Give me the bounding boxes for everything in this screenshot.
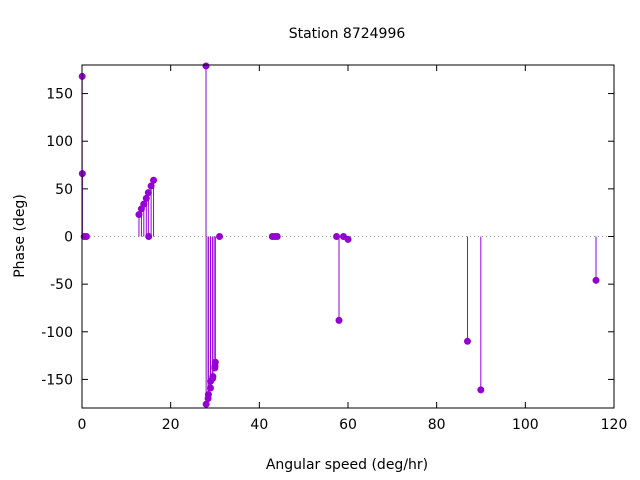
x-tick-label: 20: [162, 417, 180, 433]
data-point: [135, 211, 143, 219]
y-tick-label: 150: [46, 87, 73, 103]
data-point: [592, 276, 600, 284]
x-tick-label: 100: [512, 417, 539, 433]
data-point: [477, 386, 485, 394]
data-point: [150, 176, 158, 184]
y-tick-label: 100: [46, 134, 73, 150]
data-point: [344, 235, 352, 243]
chart-title: Station 8724996: [289, 26, 406, 42]
x-tick-label: 0: [78, 417, 87, 433]
data-point: [144, 189, 152, 197]
x-tick-label: 80: [428, 417, 446, 433]
point-layer: [78, 62, 600, 408]
data-point: [206, 384, 214, 392]
data-point: [202, 400, 210, 408]
axis-ticks: 0 20 40 60 80 100 120 -150 -100 -50 0 50 100 150: [41, 65, 627, 433]
y-tick-label: 0: [64, 230, 73, 246]
data-point: [147, 182, 155, 190]
data-point: [142, 194, 150, 202]
data-point: [204, 391, 212, 399]
y-tick-label: -100: [41, 325, 73, 341]
data-point: [273, 233, 281, 240]
data-point: [335, 316, 343, 324]
data-point: [463, 337, 471, 345]
data-point: [202, 62, 210, 70]
y-tick-label: -150: [41, 372, 73, 388]
data-point: [209, 373, 217, 381]
x-axis-label: Angular speed (deg/hr): [266, 457, 428, 473]
data-point: [333, 233, 341, 240]
data-point: [82, 233, 90, 240]
y-axis-label: Phase (deg): [12, 194, 28, 278]
x-tick-label: 60: [339, 417, 357, 433]
data-point: [216, 233, 224, 240]
data-point: [140, 200, 148, 208]
plot-frame: [81, 64, 615, 409]
data-point: [145, 233, 153, 240]
y-tick-label: -50: [50, 277, 73, 293]
y-tick-label: 50: [55, 182, 73, 198]
x-tick-label: 120: [601, 417, 628, 433]
x-tick-label: 40: [250, 417, 268, 433]
data-point: [211, 358, 219, 366]
